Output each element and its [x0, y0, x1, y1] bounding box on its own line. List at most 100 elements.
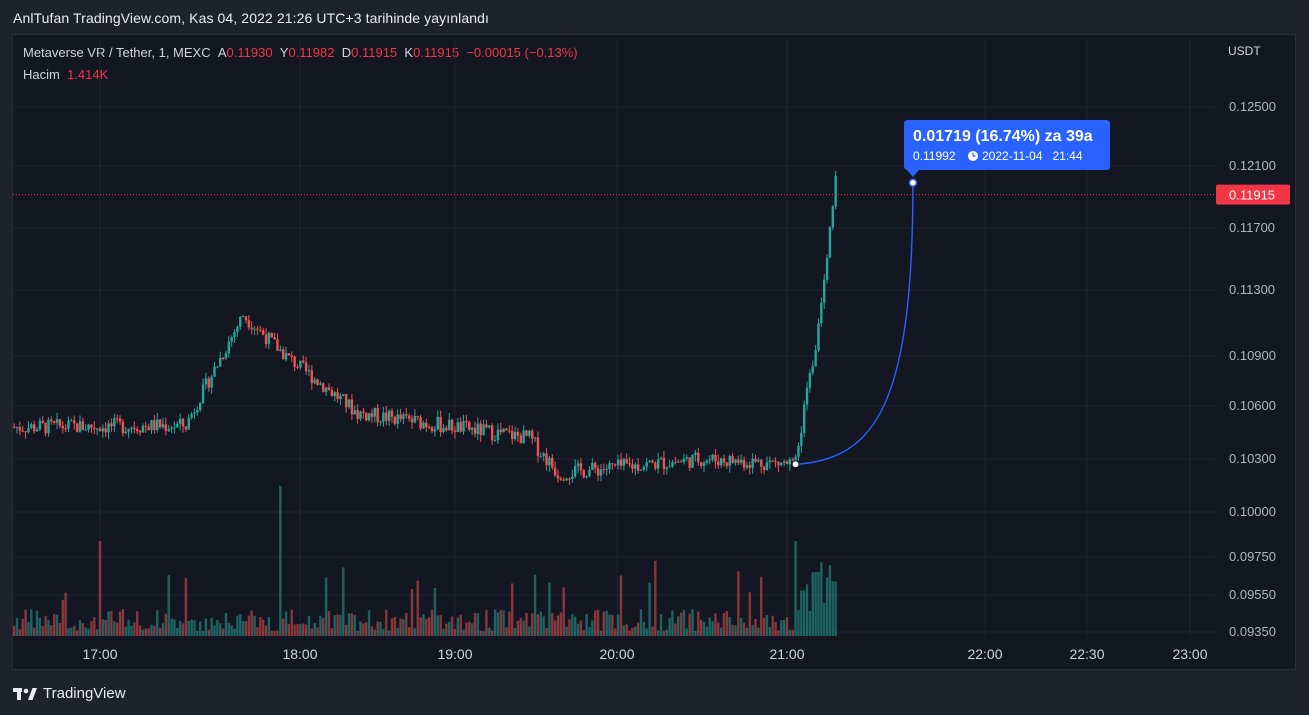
- volume-bar: [516, 620, 520, 636]
- volume-bar: [319, 615, 322, 636]
- volume-bar: [293, 624, 296, 636]
- volume-bar: [545, 628, 548, 636]
- volume-bar: [253, 615, 256, 636]
- time-tick-label: 22:00: [967, 646, 1002, 662]
- candle-body: [802, 404, 806, 433]
- time-axis-ticks: 17:00 18:00 19:00 20:00 21:00 22:00 22:30 23:00: [82, 646, 1207, 662]
- symbol-name[interactable]: Metaverse VR / Tether, 1, MEXC: [23, 45, 211, 60]
- volume-bar: [236, 615, 239, 636]
- price-unit[interactable]: USDT: [1228, 44, 1261, 58]
- candle-body: [465, 421, 468, 423]
- candle-body: [576, 463, 580, 467]
- volume-bar: [774, 621, 777, 636]
- volume-bar: [685, 628, 689, 636]
- price-tick-label: 0.12100: [1229, 158, 1276, 173]
- volume-bar: [44, 616, 47, 636]
- candle-body: [731, 456, 734, 463]
- candles: [12, 170, 837, 486]
- volume-bar: [121, 609, 125, 636]
- candle-body: [748, 465, 751, 468]
- projection-end-point: [908, 178, 918, 187]
- candle-body: [376, 408, 379, 423]
- volume-bar: [771, 615, 774, 636]
- candle-body: [459, 422, 462, 432]
- candle-body: [310, 370, 314, 384]
- candle-body: [614, 464, 617, 466]
- volume-bar: [279, 486, 282, 636]
- volume-bar: [499, 610, 502, 636]
- volume-bar: [811, 572, 814, 636]
- candle-body: [742, 459, 746, 468]
- candle-body: [35, 429, 39, 432]
- candle-body: [582, 469, 585, 478]
- time-tick-label: 20:00: [599, 646, 634, 662]
- volume-bar: [834, 581, 837, 636]
- volume-bar: [178, 621, 182, 636]
- volume-bar: [307, 615, 311, 636]
- volume-bar: [32, 627, 36, 636]
- candle-body: [553, 467, 557, 476]
- volume-bar: [542, 616, 545, 636]
- price-tick-label: 0.10300: [1229, 451, 1276, 466]
- price-tick-label: 0.11700: [1229, 220, 1275, 235]
- candle-body: [505, 428, 508, 431]
- candle-body: [144, 425, 147, 427]
- clock-icon: [968, 151, 978, 161]
- volume-bar: [588, 627, 591, 636]
- volume-bar: [198, 621, 202, 636]
- volume-bar: [302, 623, 305, 636]
- candle-body: [677, 461, 680, 463]
- volume-bar: [336, 614, 339, 636]
- candle-body: [236, 326, 239, 333]
- volume-bar: [439, 615, 442, 636]
- candle-body: [136, 429, 139, 432]
- time-tick-label: 17:00: [82, 646, 117, 662]
- candle-body: [427, 427, 431, 429]
- volume-bar: [525, 612, 528, 636]
- volume-bar: [636, 622, 640, 636]
- volume-bar: [476, 613, 480, 636]
- volume-bar: [762, 618, 766, 636]
- volume-bar: [634, 626, 637, 636]
- candle-body: [67, 420, 70, 429]
- volume-bar: [290, 609, 293, 636]
- candle-body: [688, 457, 691, 468]
- volume-bar: [413, 628, 417, 636]
- volume-bar: [654, 560, 657, 636]
- volume-bar: [828, 565, 832, 636]
- volume-bar: [585, 614, 588, 636]
- candle-body: [290, 355, 293, 357]
- volume-bar: [559, 612, 563, 636]
- volume-bar: [370, 626, 374, 636]
- volume-legend: Hacim 1.414K: [23, 67, 108, 82]
- candle-body: [654, 462, 657, 469]
- tradingview-logo[interactable]: TradingView: [13, 685, 126, 702]
- volume-bar: [75, 630, 79, 636]
- candle-body: [347, 399, 351, 408]
- candle-body: [282, 349, 285, 360]
- volume-bar: [144, 628, 147, 636]
- candle-body: [153, 420, 156, 431]
- volume-bar: [316, 627, 319, 636]
- volume-bar: [90, 621, 93, 636]
- open-value: 0.11930: [226, 45, 273, 60]
- time-tick-label: 19:00: [437, 646, 472, 662]
- candle-body: [219, 357, 222, 367]
- volume-bar: [427, 617, 431, 636]
- candle-body: [702, 462, 706, 466]
- volume-label[interactable]: Hacim: [23, 67, 60, 82]
- candle-body: [479, 423, 482, 436]
- candle-body: [241, 316, 245, 318]
- candle-body: [611, 463, 614, 465]
- candle-body: [757, 459, 760, 462]
- candle-body: [339, 395, 342, 399]
- candle-body: [433, 429, 437, 432]
- candle-body: [396, 414, 399, 424]
- candle-body: [719, 458, 723, 466]
- volume-bar: [599, 630, 603, 636]
- candle-body: [542, 453, 545, 457]
- volume-bar: [84, 627, 87, 636]
- volume-bar: [430, 609, 434, 636]
- candle-body: [118, 418, 122, 422]
- candle-body: [568, 478, 571, 480]
